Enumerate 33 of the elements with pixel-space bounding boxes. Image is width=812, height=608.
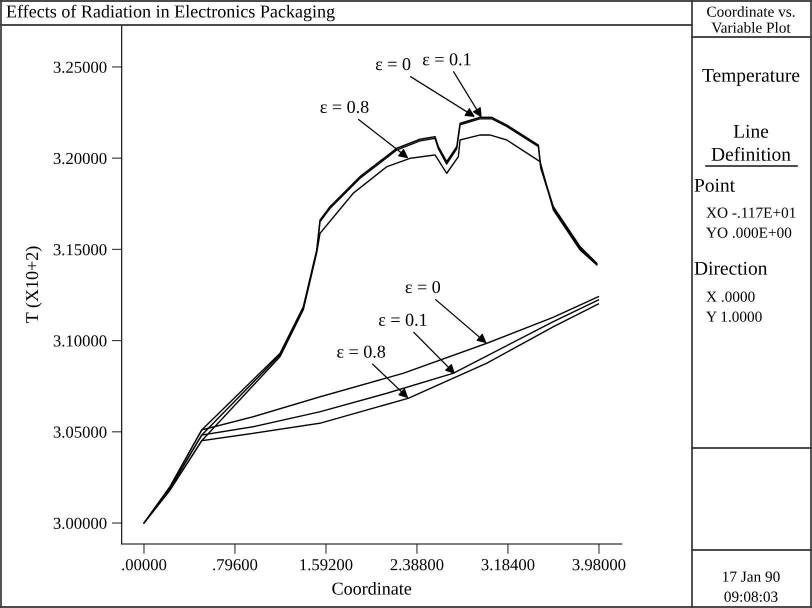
text: Temperature: [702, 68, 800, 86]
text: Coordinate vs. Variable Plot: [707, 6, 795, 33]
x-tick-label: 3.18400: [482, 559, 534, 570]
y-tick-label: 3.20000: [54, 152, 106, 164]
text: Point: [694, 178, 735, 192]
annotation: ε = 0: [406, 280, 440, 294]
text: Line: [734, 124, 768, 138]
x-tick-label: 1.59200: [300, 559, 352, 570]
text: X .0000: [706, 292, 755, 302]
y-tick-label: 3.15000: [54, 244, 106, 256]
y-tick-label: 3.00000: [54, 518, 106, 530]
text: 17 Jan 90: [723, 572, 780, 582]
text: 09:08:03: [724, 592, 778, 602]
x-axis-title: Coordinate: [332, 582, 412, 595]
y-tick-label: 3.25000: [54, 62, 106, 73]
x-tick-label: 3.98000: [572, 559, 626, 570]
annotation: ε = 0.8: [337, 346, 386, 358]
text: Definition: [712, 146, 791, 161]
text: Y 1.0000: [706, 312, 762, 322]
annotation: ε = 0: [376, 58, 410, 70]
x-tick-label: .79600: [213, 559, 258, 570]
annotation: ε = 0.1: [378, 314, 427, 326]
chart-title: Effects of Radiation in Electronics Packaging: [6, 4, 335, 22]
x-tick-label: 2.38800: [390, 559, 444, 570]
annotation: ε = 0.1: [422, 53, 471, 66]
text: YO .000E+00: [706, 228, 792, 238]
text: XO -.117E+01: [706, 208, 796, 218]
x-tick-label: .00000: [122, 559, 166, 570]
annotation: ε = 0.8: [320, 100, 368, 114]
text: Direction: [694, 262, 768, 275]
y-tick-label: 3.05000: [54, 426, 106, 438]
y-tick-label: 3.10000: [54, 335, 106, 347]
y-axis-title: T (X10+2): [25, 246, 42, 323]
